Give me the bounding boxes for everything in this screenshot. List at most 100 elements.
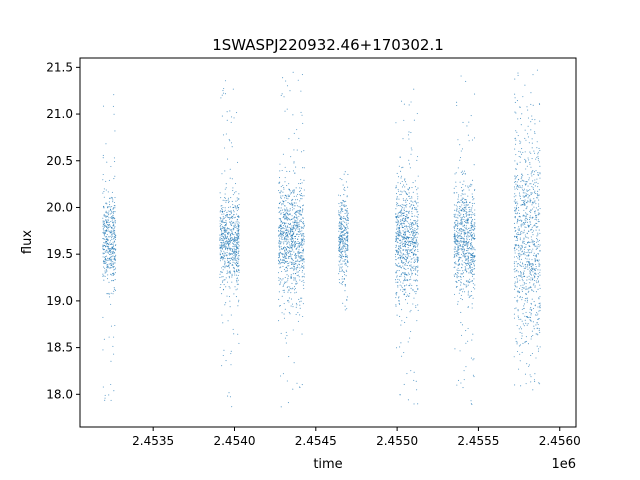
data-point [232,204,234,206]
data-point [278,218,280,220]
data-point [408,189,410,191]
data-point [534,190,536,192]
data-point [539,103,541,105]
data-point [531,298,533,300]
data-point [341,241,343,243]
data-point [299,194,301,197]
data-point [413,204,415,207]
data-point [521,286,523,289]
data-point [530,336,533,338]
data-point [230,216,232,218]
data-point [460,311,462,314]
data-point [279,252,281,254]
data-point [222,322,224,324]
data-point [347,217,349,219]
data-point [224,244,226,246]
data-point [235,245,237,247]
data-point [519,261,521,263]
data-point [223,210,225,213]
data-point [414,200,416,202]
data-point [467,263,470,265]
data-point [280,209,282,211]
data-point [345,247,347,250]
data-point [524,137,526,140]
data-point [521,179,523,181]
data-point [464,199,467,201]
data-point [344,212,346,215]
data-point [281,204,283,206]
data-point [472,255,474,257]
data-point [527,201,529,203]
data-point [534,119,536,121]
data-point [229,211,231,213]
data-point [403,254,405,256]
data-point [537,318,539,320]
data-point [467,220,469,222]
data-point [224,267,226,269]
data-point [277,257,280,259]
data-point [409,276,411,278]
data-point [300,256,302,259]
data-point [231,231,233,233]
data-point [471,307,473,309]
data-point [529,319,531,321]
data-point [295,263,297,265]
data-point [224,304,226,306]
data-point [114,220,116,222]
data-point [236,247,238,249]
data-point [407,134,410,136]
data-point [396,224,398,226]
data-point [471,253,473,255]
data-point [522,287,524,289]
data-point [102,273,104,275]
data-point [342,237,344,239]
data-point [232,229,234,231]
data-point [463,370,465,372]
data-point [473,234,475,236]
data-point [219,258,222,260]
data-point [298,183,300,185]
data-point [229,140,231,142]
data-point [405,241,407,243]
data-point [236,234,238,236]
data-point [456,225,459,227]
data-point [473,189,476,191]
data-point [112,267,114,269]
data-point [525,184,527,186]
data-point [103,223,105,226]
data-point [293,189,295,191]
data-point [410,131,412,134]
data-point [417,260,419,262]
data-point [398,248,400,250]
data-point [524,158,526,161]
data-point [463,232,465,234]
data-point [111,238,113,241]
data-point [347,235,349,237]
data-point [288,250,290,252]
data-point [238,198,240,200]
data-point [297,231,300,233]
data-point [109,232,111,234]
data-point [232,259,234,261]
data-point [519,297,521,299]
data-point [340,247,342,249]
data-point [224,248,227,250]
data-point [537,234,539,236]
data-point [293,232,295,235]
x-tick-label: 2.4545 [295,434,337,448]
data-point [404,264,406,266]
season-6-points [453,75,476,406]
data-point [295,220,297,222]
data-point [460,195,462,197]
data-point [347,238,349,240]
data-point [406,284,408,286]
data-point [396,203,398,206]
data-point [347,173,349,176]
data-point [401,355,403,357]
data-point [295,235,297,238]
data-point [519,326,522,328]
data-point [460,223,462,225]
data-point [226,270,228,272]
data-point [415,274,417,276]
data-point [458,248,460,250]
